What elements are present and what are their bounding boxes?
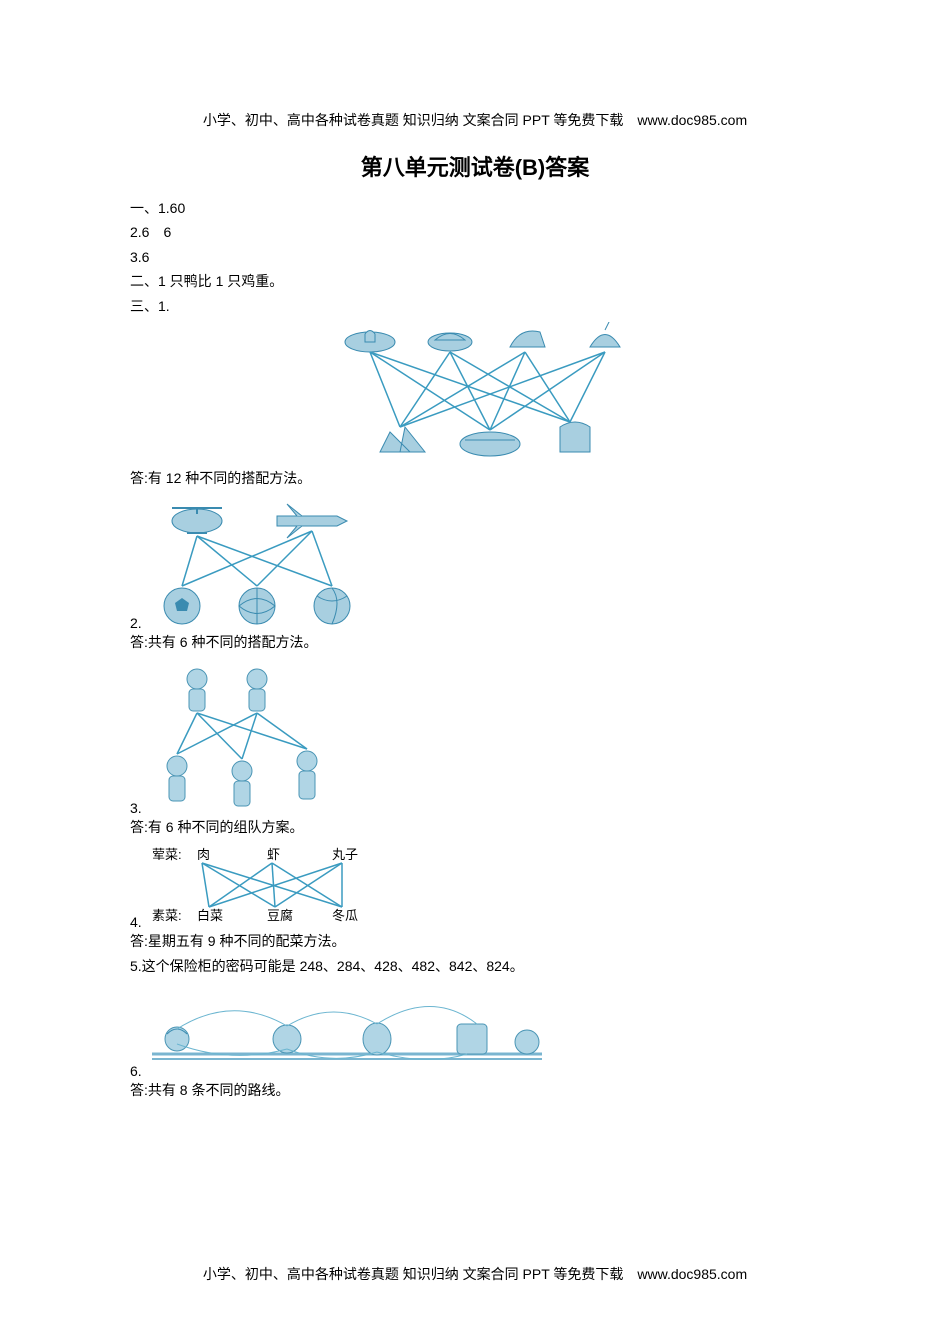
s2-label: 二、 bbox=[130, 273, 158, 289]
rabbit-icon bbox=[363, 1023, 391, 1055]
q1-answer: 答:有 12 种不同的搭配方法。 bbox=[130, 467, 820, 489]
su-label: 素菜: bbox=[152, 908, 182, 923]
tofu-label: 豆腐 bbox=[267, 908, 293, 923]
shoe-boots-icon bbox=[560, 422, 590, 452]
shrimp-label: 虾 bbox=[267, 847, 280, 862]
girl-2-head bbox=[247, 669, 267, 689]
hat-1-top bbox=[365, 330, 375, 342]
girl-2-body bbox=[249, 689, 265, 711]
section2: 二、1 只鸭比 1 只鸡重。 bbox=[130, 270, 820, 292]
page-footer: 小学、初中、高中各种试卷真题 知识归纳 文案合同 PPT 等免费下载 www.d… bbox=[0, 1264, 950, 1284]
airplane-icon bbox=[277, 516, 347, 526]
boy-3-body bbox=[299, 771, 315, 799]
diagram-hats-shoes bbox=[310, 322, 660, 462]
hat-4-icon bbox=[590, 334, 620, 347]
diagram-dishes: 荤菜: 肉 虾 丸子 素菜: 白菜 豆腐 冬瓜 bbox=[147, 845, 377, 925]
q4-prefix: 4. bbox=[130, 914, 142, 930]
arc-2 bbox=[287, 1012, 377, 1026]
gate-icon bbox=[457, 1024, 487, 1054]
s1-i1-val: 1.60 bbox=[158, 200, 185, 216]
q3-prefix: 3. bbox=[130, 800, 142, 816]
s3-label: 三、 bbox=[130, 298, 158, 314]
boy-2-head bbox=[232, 761, 252, 781]
cabbage-label: 白菜 bbox=[197, 908, 223, 923]
girl-1-head bbox=[187, 669, 207, 689]
shoe-heels-icon bbox=[380, 427, 425, 452]
monkey-icon bbox=[273, 1025, 301, 1053]
gua-label: 冬瓜 bbox=[332, 908, 358, 923]
page-header: 小学、初中、高中各种试卷真题 知识归纳 文案合同 PPT 等免费下载 www.d… bbox=[130, 110, 820, 130]
q5: 5.这个保险柜的密码可能是 248、284、428、482、842、824。 bbox=[130, 955, 820, 977]
boy-2-body bbox=[234, 781, 250, 806]
bird-icon bbox=[165, 1027, 189, 1051]
diagram-routes bbox=[147, 984, 547, 1074]
hat-3-icon bbox=[510, 331, 545, 347]
q2-prefix: 2. bbox=[130, 615, 142, 631]
section1-item1: 一、1.60 bbox=[130, 197, 820, 219]
q6-prefix: 6. bbox=[130, 1063, 142, 1079]
arc-3 bbox=[377, 1006, 477, 1024]
section1-label: 一、 bbox=[130, 200, 158, 216]
q6-answer: 答:共有 8 条不同的路线。 bbox=[130, 1079, 820, 1101]
hun-label: 荤菜: bbox=[152, 847, 182, 862]
section3-q1-prefix: 三、1. bbox=[130, 295, 820, 317]
boy-1-head bbox=[167, 756, 187, 776]
q2-answer: 答:共有 6 种不同的搭配方法。 bbox=[130, 631, 820, 653]
volleyball-icon bbox=[314, 588, 350, 624]
page-title: 第八单元测试卷(B)答案 bbox=[130, 150, 820, 182]
diagram-aircraft-balls bbox=[147, 496, 367, 626]
s2-text: 1 只鸭比 1 只鸡重。 bbox=[158, 273, 283, 289]
animal-icon bbox=[515, 1030, 539, 1054]
section1-item2: 2.6 6 bbox=[130, 221, 820, 243]
section1-item3: 3.6 bbox=[130, 246, 820, 268]
s3-q1prefix: 1. bbox=[158, 298, 170, 314]
boy-3-head bbox=[297, 751, 317, 771]
boy-1-body bbox=[169, 776, 185, 801]
q4-answer: 答:星期五有 9 种不同的配菜方法。 bbox=[130, 930, 820, 952]
q3-answer: 答:有 6 种不同的组队方案。 bbox=[130, 816, 820, 838]
diagram-kids-teams bbox=[147, 661, 347, 811]
ball-label: 丸子 bbox=[332, 847, 358, 862]
shoe-sneaker-icon bbox=[460, 432, 520, 456]
arc-1 bbox=[177, 1011, 287, 1029]
girl-1-body bbox=[189, 689, 205, 711]
meat-label: 肉 bbox=[197, 847, 210, 862]
